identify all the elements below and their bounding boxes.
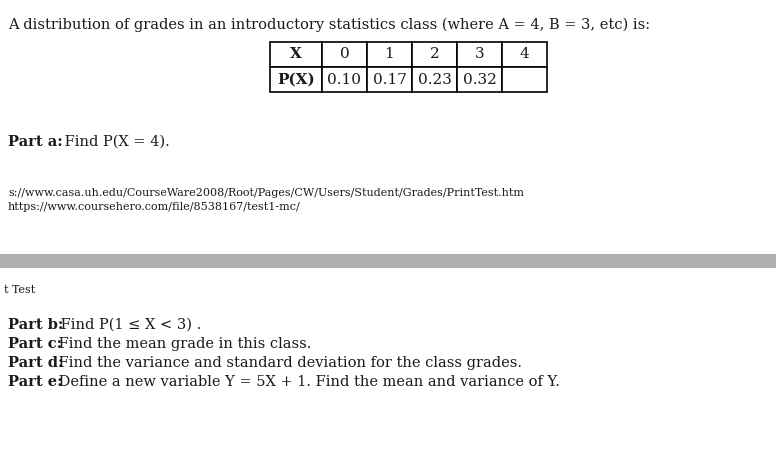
Text: t Test: t Test	[4, 285, 35, 295]
Text: Part e:: Part e:	[8, 375, 63, 389]
Bar	[270, 42, 322, 67]
Text: X: X	[290, 48, 302, 62]
Bar	[502, 42, 547, 67]
Bar	[322, 67, 367, 92]
Text: 0.23: 0.23	[417, 73, 452, 87]
Bar	[412, 67, 457, 92]
Bar	[0, 254, 776, 268]
Text: 0.10: 0.10	[327, 73, 362, 87]
Text: 2: 2	[430, 48, 439, 62]
Text: Part b:: Part b:	[8, 318, 64, 332]
Bar	[367, 67, 412, 92]
Text: https://www.coursehero.com/file/8538167/test1-mc/: https://www.coursehero.com/file/8538167/…	[8, 202, 301, 212]
Bar	[270, 67, 322, 92]
Text: Find the variance and standard deviation for the class grades.: Find the variance and standard deviation…	[54, 356, 522, 370]
Text: 4: 4	[520, 48, 529, 62]
Text: 3: 3	[475, 48, 484, 62]
Text: A distribution of grades in an introductory statistics class (where A = 4, B = 3: A distribution of grades in an introduct…	[8, 18, 650, 33]
Text: Part a:: Part a:	[8, 135, 63, 149]
Text: 0.17: 0.17	[372, 73, 407, 87]
Text: 0: 0	[340, 48, 349, 62]
Text: P(X): P(X)	[277, 73, 315, 87]
Bar	[322, 42, 367, 67]
Bar	[367, 42, 412, 67]
Text: 0.32: 0.32	[462, 73, 497, 87]
Text: Part c:: Part c:	[8, 337, 62, 351]
Text: Find P(X = 4).: Find P(X = 4).	[60, 135, 170, 149]
Text: Define a new variable Y = 5X + 1. Find the mean and variance of Y.: Define a new variable Y = 5X + 1. Find t…	[54, 375, 560, 389]
Text: s://www.casa.uh.edu/CourseWare2008/Root/Pages/CW/Users/Student/Grades/PrintTest.: s://www.casa.uh.edu/CourseWare2008/Root/…	[8, 188, 524, 198]
Text: Part a: Find P(X = 4).: Part a: Find P(X = 4).	[8, 135, 167, 149]
Text: Part d:: Part d:	[8, 356, 64, 370]
Bar	[502, 67, 547, 92]
Bar	[457, 42, 502, 67]
Text: Find the mean grade in this class.: Find the mean grade in this class.	[54, 337, 311, 351]
Bar	[457, 67, 502, 92]
Bar	[412, 42, 457, 67]
Text: Find P(1 ≤ X < 3) .: Find P(1 ≤ X < 3) .	[56, 318, 201, 332]
Text: 1: 1	[385, 48, 394, 62]
